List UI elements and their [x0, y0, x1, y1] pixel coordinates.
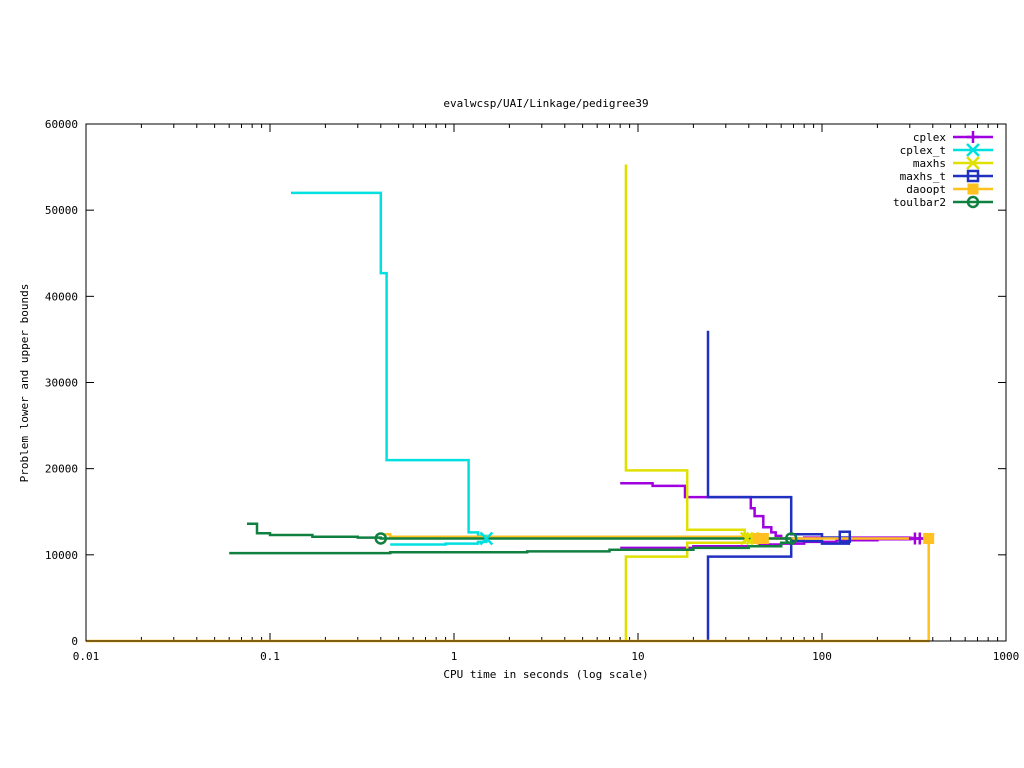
toulbar2-lower-line: [229, 538, 793, 555]
series-lines: [86, 164, 933, 643]
maxhs-marker: [739, 531, 754, 546]
legend-marker-cplex: [967, 131, 979, 143]
daoopt-lower-line: [86, 538, 930, 643]
legend-label: maxhs: [913, 157, 946, 170]
x-tick-label: 10: [631, 650, 644, 663]
y-tick-label: 60000: [45, 118, 78, 131]
legend-marker-daoopt: [967, 183, 979, 195]
toulbar2-marker: [374, 532, 388, 545]
x-axis-label: CPU time in seconds (log scale): [443, 668, 648, 681]
y-tick-label: 20000: [45, 463, 78, 476]
cplex-upper-line: [620, 482, 933, 540]
y-tick-label: 40000: [45, 290, 78, 303]
legend-label: daoopt: [906, 183, 946, 196]
daoopt-marker: [757, 532, 769, 544]
cplex_t-upper-line: [291, 191, 488, 539]
x-tick-label: 0.01: [73, 650, 100, 663]
legend-label: toulbar2: [893, 196, 946, 209]
maxhs-lower-line: [624, 538, 754, 641]
x-tick-label: 100: [812, 650, 832, 663]
legend-label: maxhs_t: [900, 170, 946, 183]
maxhs_t-upper-line: [706, 330, 851, 539]
plot-frame: [85, 123, 1007, 642]
legend-marker-maxhs: [966, 156, 980, 170]
y-tick-label: 10000: [45, 549, 78, 562]
legend-marker-cplex_t: [966, 143, 980, 157]
chart-title: evalwcsp/UAI/Linkage/pedigree39: [443, 97, 648, 110]
x-tick-label: 1: [451, 650, 458, 663]
cplex_t-marker: [479, 531, 494, 546]
cplex_t-lower-line: [390, 538, 488, 546]
axis-ticks: 0.01 0.1 1 10 100 100001000020000300004000050…: [45, 118, 1019, 663]
legend-marker-toulbar2: [966, 195, 980, 209]
y-tick-label: 30000: [45, 377, 78, 390]
daoopt-marker: [923, 532, 935, 544]
legend-marker-maxhs_t: [966, 169, 980, 183]
series-markers: [374, 530, 935, 546]
maxhs_t-lower-line: [706, 538, 851, 641]
x-tick-label: 0.1: [260, 650, 280, 663]
legend-label: cplex_t: [900, 144, 946, 157]
toulbar2-marker: [784, 532, 798, 545]
maxhs_t-marker: [838, 530, 852, 543]
y-axis-label: Problem lower and upper bounds: [18, 284, 31, 483]
y-tick-label: 50000: [45, 204, 78, 217]
y-tick-label: 0: [71, 635, 78, 648]
legend-label: cplex: [913, 131, 946, 144]
toulbar2-upper-line: [247, 522, 792, 540]
x-tick-label: 1000: [993, 650, 1020, 663]
